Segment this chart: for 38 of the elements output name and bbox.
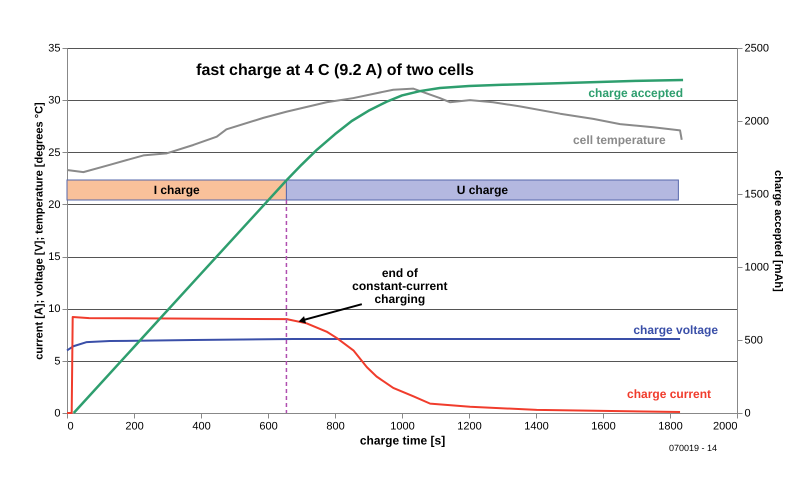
y-tick-label: 15	[48, 251, 60, 264]
series-label: charge voltage	[633, 322, 718, 337]
y2-tick-label: 1000	[744, 262, 769, 274]
y-tick-label: 20	[48, 198, 60, 211]
y-tick-label: 25	[48, 146, 60, 159]
text: 070019 - 14	[668, 443, 717, 453]
x-tick-label: 800	[326, 420, 345, 432]
y-axis-title: current [A]; voltage [V]; temperature [degrees °C]	[33, 102, 46, 360]
x-tick-label: 1600	[591, 420, 616, 432]
band-label: U charge	[456, 183, 508, 197]
x-tick-label: 1000	[390, 420, 415, 432]
y2-tick-label: 500	[744, 334, 763, 346]
series-label: cell temperature	[573, 132, 666, 147]
y-tick-label: 5	[54, 355, 60, 368]
x-axis-title: charge time [s]	[360, 434, 446, 448]
x-tick-label: 2000	[713, 420, 738, 432]
y2-tick-label: 1500	[744, 188, 769, 200]
y-tick-label: 0	[54, 408, 60, 420]
x-tick-label: 0	[68, 420, 74, 432]
band-label: I charge	[154, 183, 200, 197]
y-tick-label: 30	[48, 94, 60, 107]
y2-tick-label: 2500	[744, 42, 769, 54]
y2-tick-label: 0	[744, 408, 751, 420]
x-tick-label: 1200	[457, 420, 482, 432]
y2-axis-title: charge accepted [mAh]	[772, 170, 784, 292]
x-tick-label: 1400	[524, 420, 549, 432]
series-label: charge accepted	[588, 86, 684, 100]
line-series	[66, 338, 682, 352]
x-tick-label: 600	[259, 420, 278, 432]
y-tick-label: 10	[48, 303, 60, 316]
text: fast charge at 4 C (9.2 A) of two cells	[196, 62, 474, 79]
series-label: charge current	[627, 386, 712, 401]
x-tick-label: 400	[192, 420, 211, 432]
y2-tick-label: 2000	[744, 116, 769, 128]
annotation: end of constant-current charging	[352, 266, 448, 306]
x-tick-label: 1800	[658, 420, 683, 432]
y-tick-label: 35	[48, 42, 60, 54]
x-tick-label: 200	[125, 420, 144, 432]
